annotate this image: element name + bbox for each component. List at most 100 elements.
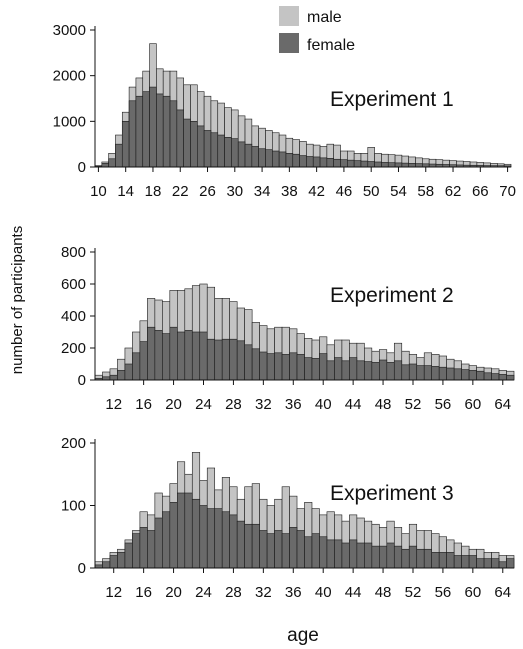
bar-female-age-48: [379, 545, 388, 569]
bar-female-age-23: [191, 331, 201, 381]
bar-female-age-30: [244, 344, 253, 381]
bar-female-age-51: [374, 161, 382, 168]
bar-female-age-40: [319, 536, 328, 569]
bar-female-age-36: [272, 150, 280, 168]
bar-female-age-23: [191, 498, 201, 569]
bar-female-age-30: [244, 523, 253, 569]
bar-female-age-57: [446, 367, 455, 381]
bar-female-age-35: [265, 149, 273, 168]
bar-female-age-11: [102, 561, 111, 569]
bar-female-age-44: [349, 357, 358, 381]
bar-female-age-42: [312, 156, 321, 168]
bar-female-age-61: [476, 370, 485, 381]
x-tick-label: 16: [135, 396, 152, 413]
bar-female-age-53: [416, 365, 425, 381]
y-tick-label: 2000: [53, 68, 86, 85]
bar-female-age-15: [132, 533, 141, 569]
panel-title-experiment-1: Experiment 1: [330, 88, 454, 111]
x-tick-label: 34: [254, 183, 271, 200]
bar-female-age-53: [387, 162, 396, 168]
x-tick-label: 32: [255, 396, 272, 413]
x-tick-label: 12: [105, 396, 122, 413]
x-tick-label: 64: [494, 584, 511, 601]
x-tick-label: 38: [281, 183, 298, 200]
bar-female-age-45: [356, 360, 365, 381]
bar-female-age-28: [229, 514, 238, 569]
bar-female-age-43: [341, 360, 350, 381]
bar-female-age-28: [217, 134, 225, 168]
bar-female-age-46: [364, 361, 373, 381]
bar-female-age-28: [229, 338, 238, 381]
bar-female-age-16: [139, 527, 148, 569]
bar-female-age-64: [498, 374, 507, 381]
x-tick-label: 58: [417, 183, 434, 200]
bar-female-age-47: [371, 545, 380, 569]
bar-female-age-57: [446, 552, 455, 569]
bar-female-age-33: [266, 533, 275, 569]
x-tick-label: 24: [195, 584, 212, 601]
bar-female-age-31: [251, 348, 260, 381]
bar-female-age-34: [274, 530, 283, 569]
bar-female-age-27: [221, 511, 230, 569]
bar-female-age-38: [304, 536, 313, 569]
x-tick-label: 42: [308, 183, 325, 200]
bar-female-age-64: [498, 561, 507, 569]
bar-female-age-40: [319, 353, 328, 381]
x-tick-label: 30: [226, 183, 243, 200]
bar-female-age-27: [210, 132, 219, 168]
bar-female-age-42: [334, 539, 343, 569]
x-tick-label: 22: [172, 183, 189, 200]
bar-female-age-20: [169, 326, 178, 381]
bar-female-age-41: [306, 156, 314, 168]
bar-female-age-26: [214, 339, 223, 381]
bar-female-age-50: [393, 545, 403, 569]
y-tick-label: 0: [78, 159, 86, 176]
bar-female-age-56: [438, 552, 447, 569]
bar-female-age-63: [491, 558, 500, 569]
bar-female-age-21: [177, 331, 186, 381]
bar-female-age-46: [364, 542, 373, 569]
bar-female-age-13: [117, 552, 126, 569]
y-tick-label: 3000: [53, 22, 86, 39]
bar-female-age-54: [423, 365, 432, 381]
bar-female-age-23: [183, 118, 191, 168]
x-tick-label: 52: [405, 396, 422, 413]
x-axis-label: age: [287, 625, 319, 646]
x-tick-label: 36: [285, 396, 302, 413]
bar-female-age-24: [199, 331, 208, 381]
bar-female-age-52: [408, 363, 418, 381]
y-tick-label: 200: [61, 340, 86, 357]
bar-female-age-56: [438, 366, 447, 381]
bar-female-age-17: [142, 91, 150, 168]
bar-female-age-65: [506, 374, 515, 381]
x-tick-label: 20: [165, 396, 182, 413]
bar-female-age-14: [121, 121, 130, 168]
bar-female-age-13: [115, 143, 123, 168]
bar-female-age-39: [311, 533, 320, 569]
x-tick-label: 26: [199, 183, 216, 200]
bar-female-age-34: [274, 352, 283, 381]
bar-female-age-50: [367, 161, 375, 168]
bar-female-age-22: [176, 109, 184, 168]
bar-female-age-32: [259, 351, 268, 381]
bar-female-age-35: [281, 533, 290, 569]
bar-female-age-55: [401, 162, 410, 168]
bar-female-age-34: [258, 148, 266, 168]
x-tick-label: 40: [315, 396, 332, 413]
bar-female-age-12: [109, 555, 118, 569]
bar-female-age-18: [149, 86, 157, 168]
panel-title-experiment-2: Experiment 2: [330, 284, 454, 307]
bar-female-age-32: [259, 530, 268, 569]
bar-female-age-45: [333, 158, 341, 168]
bar-female-age-51: [401, 364, 410, 381]
bar-female-age-12: [109, 374, 118, 381]
x-tick-label: 50: [363, 183, 380, 200]
bar-female-age-33: [251, 146, 259, 168]
bar-female-age-19: [162, 511, 171, 569]
x-tick-label: 36: [285, 584, 302, 601]
bar-female-age-49: [386, 542, 395, 569]
x-tick-label: 66: [472, 183, 489, 200]
bar-female-age-37: [296, 530, 305, 569]
bar-female-age-59: [461, 369, 470, 381]
x-tick-label: 44: [345, 584, 362, 601]
